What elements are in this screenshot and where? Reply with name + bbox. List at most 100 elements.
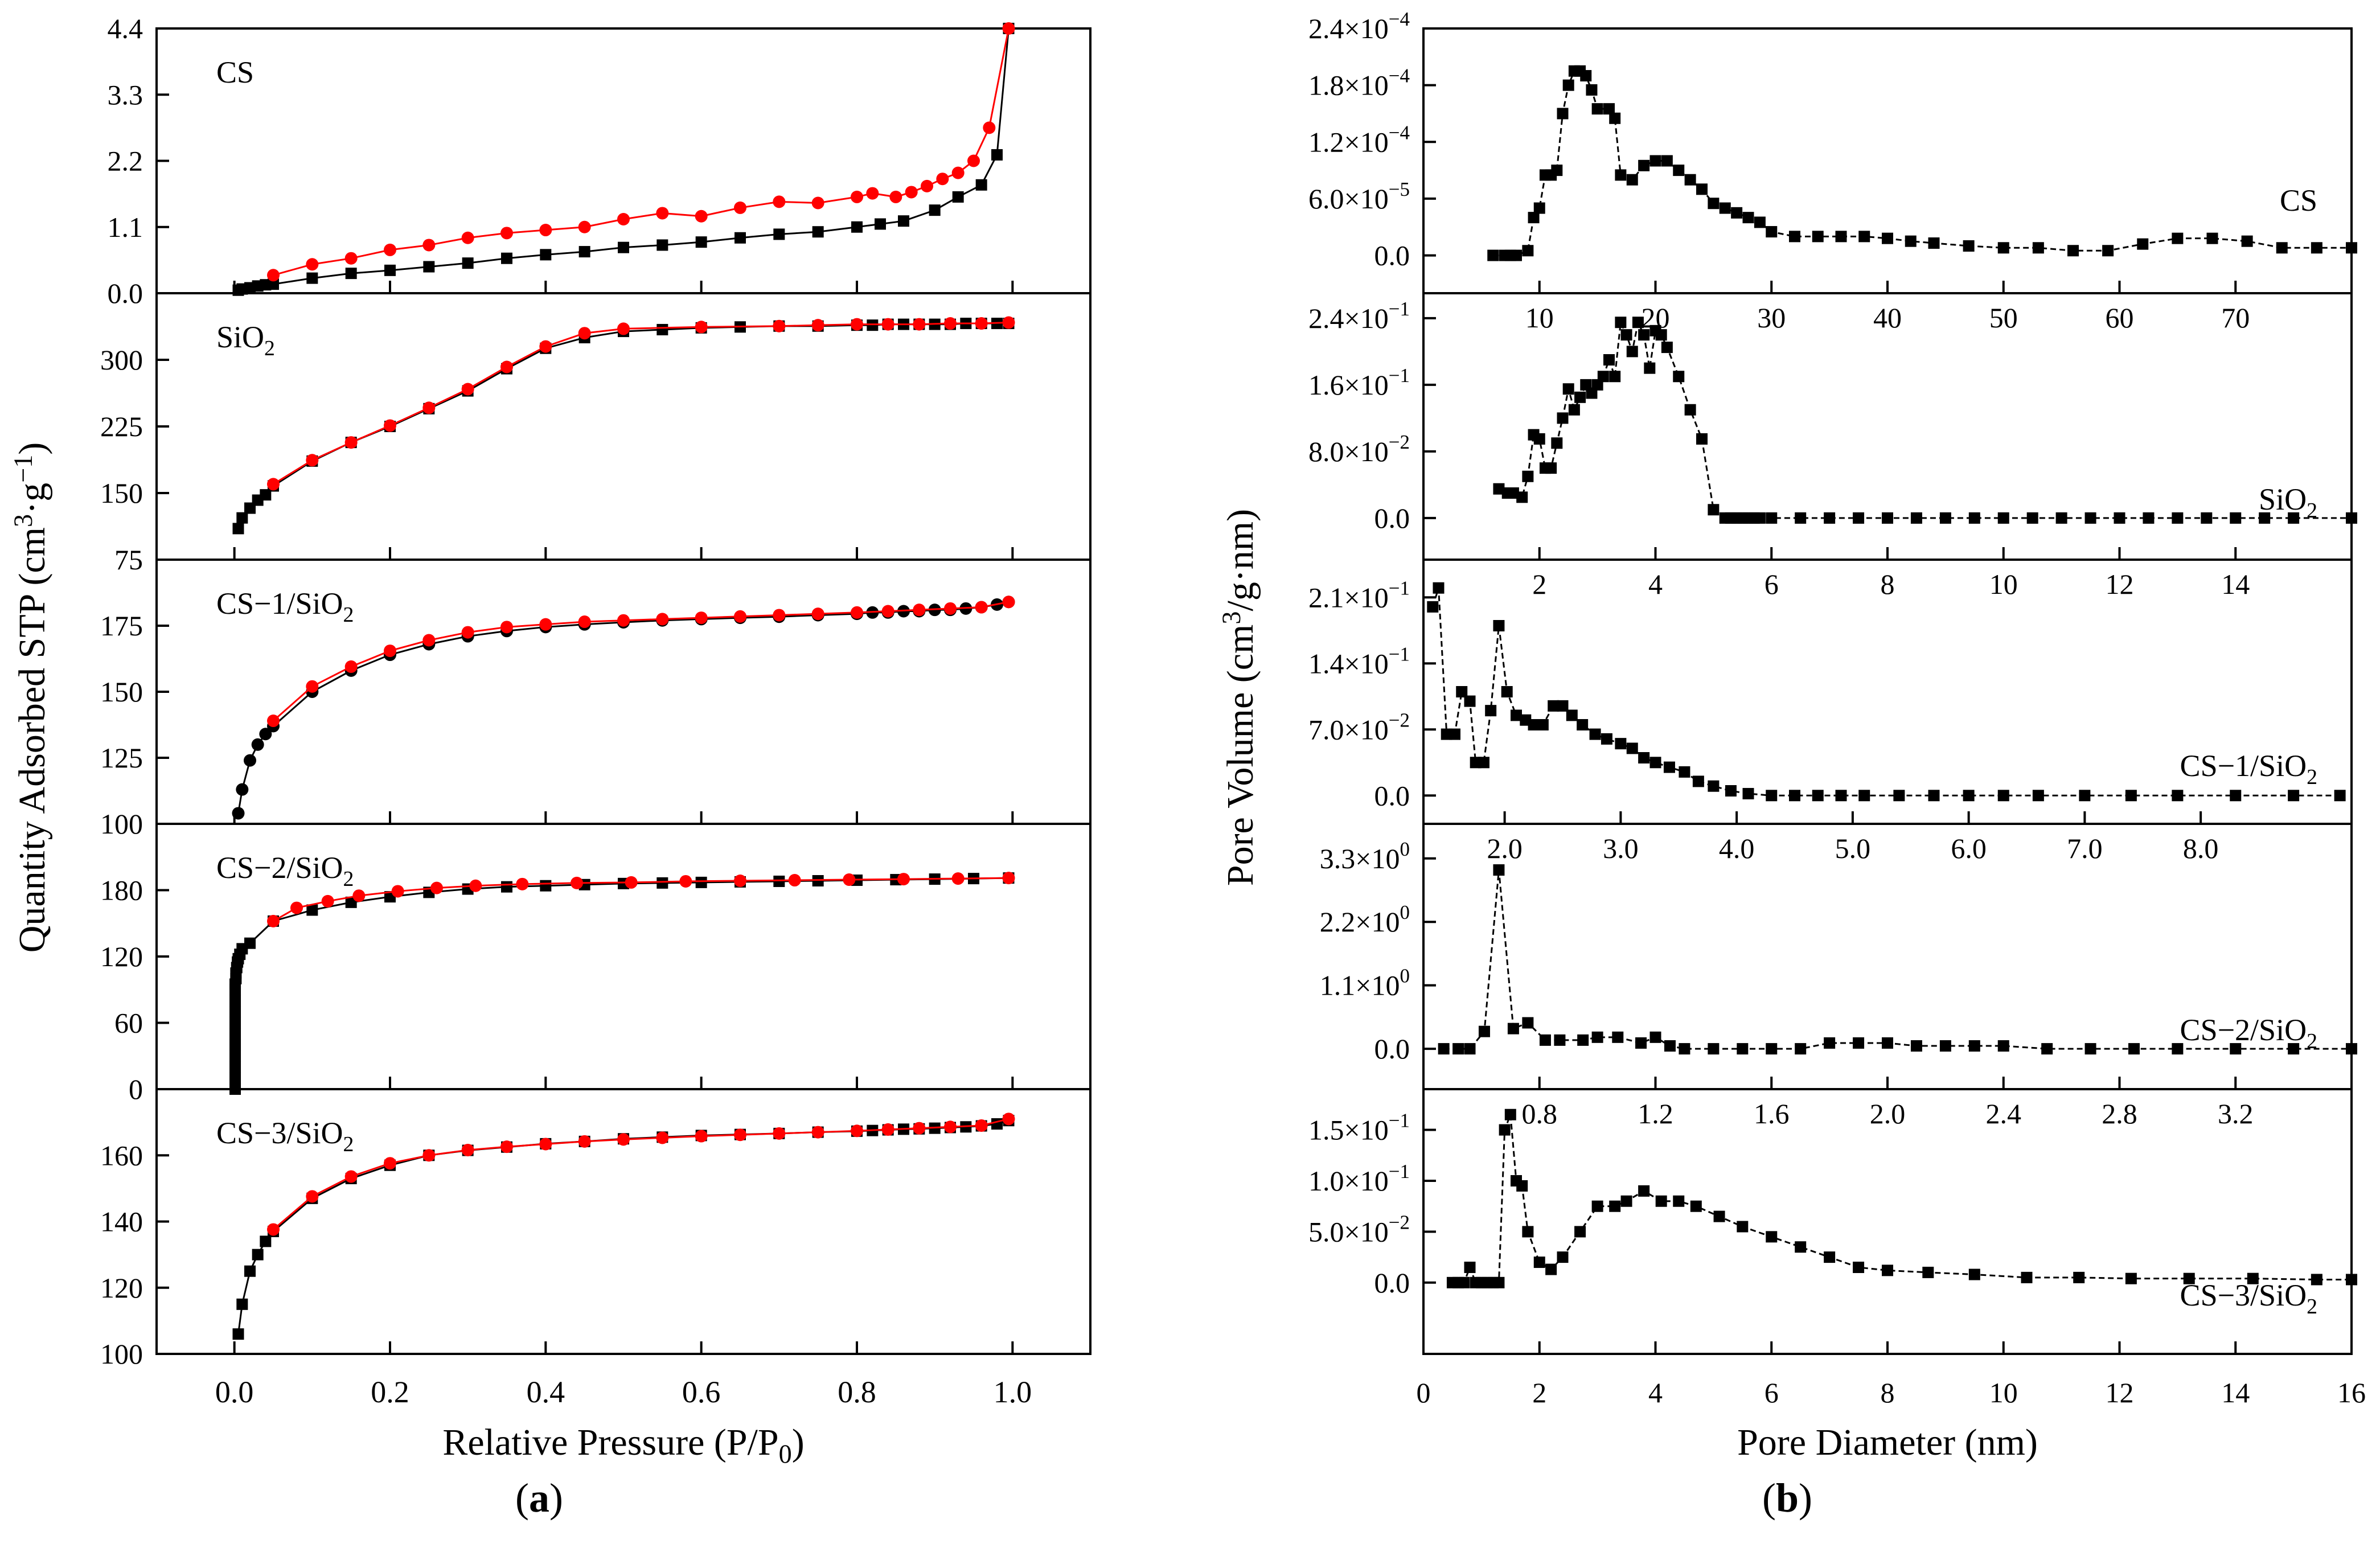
desorption-point [881, 1123, 894, 1136]
data-point [1997, 790, 2009, 802]
desorption-point [788, 874, 801, 887]
data-point [2073, 1271, 2085, 1283]
data-point [1493, 483, 1505, 495]
data-point [1858, 231, 1870, 243]
data-point [2084, 1043, 2096, 1055]
x-tick-label: 4 [1648, 568, 1663, 600]
desorption-point [625, 876, 638, 889]
data-point [2125, 1272, 2137, 1284]
y-tick-label: 140 [100, 1206, 143, 1238]
desorption-point [975, 317, 988, 330]
data-point [1557, 700, 1569, 712]
data-point [1910, 512, 1922, 524]
x-tick-label: 12 [2106, 1377, 2134, 1409]
data-point [1853, 512, 1865, 524]
data-point [1638, 159, 1650, 171]
data-point [1766, 1043, 1778, 1055]
data-point [1548, 700, 1560, 712]
data-point [1708, 504, 1720, 516]
x-tick-label: 2.8 [2102, 1098, 2137, 1130]
x-tick-label: 16 [2337, 1377, 2366, 1409]
adsorption-point [618, 241, 629, 253]
data-point [1655, 329, 1667, 341]
x-tick-label: 6 [1765, 1377, 1779, 1409]
data-point [1719, 202, 1731, 214]
adsorption-point [462, 257, 474, 269]
data-point [1522, 245, 1534, 257]
data-point [1795, 512, 1807, 524]
series-line [1493, 70, 2352, 257]
desorption-point [811, 319, 824, 332]
data-point [1485, 705, 1497, 717]
panel-b-label: (b) [1762, 1475, 1813, 1521]
x-tick-label: 10 [1989, 1377, 2018, 1409]
data-point [2241, 235, 2253, 247]
plot-frame [155, 27, 1091, 294]
data-point [1635, 1037, 1647, 1049]
desorption-point [913, 1122, 926, 1135]
adsorption-point [773, 228, 785, 240]
data-point [1853, 1261, 1865, 1273]
data-point [1626, 174, 1638, 186]
data-point [1835, 790, 1847, 802]
desorption-point [500, 360, 513, 373]
y-axis-title-b: Pore Volume (cm3/g·nm) [1217, 509, 1261, 886]
y-tick-label: 2.2 [108, 145, 143, 177]
y-tick-label: 1.8×10−4 [1308, 65, 1410, 101]
data-point [1464, 1043, 1476, 1055]
desorption-point [290, 901, 303, 914]
y-tick-label: 2.1×10−1 [1308, 577, 1410, 613]
subplot-label: SiO2 [216, 320, 275, 360]
data-point [1644, 362, 1656, 374]
series-line [1452, 1114, 2352, 1284]
data-point [1795, 1043, 1807, 1055]
adsorption-point [260, 1235, 272, 1247]
x-tick-label: 14 [2221, 1377, 2250, 1409]
x-tick-label: 0.8 [1522, 1098, 1558, 1130]
data-point [1882, 1265, 1893, 1276]
data-point [2032, 242, 2044, 254]
subplot-a-4: 0 60 120 180 CS−2/SiO2 [100, 823, 1091, 1105]
data-point [1603, 354, 1615, 366]
desorption-point [344, 436, 358, 449]
data-point [1427, 601, 1439, 613]
data-point [1580, 70, 1592, 82]
desorption-point [851, 606, 863, 619]
data-point [1812, 790, 1824, 802]
subplot-label: CS−2/SiO2 [2180, 1013, 2317, 1053]
desorption-point [811, 607, 824, 621]
desorption-point [306, 258, 319, 271]
data-point [1574, 1226, 1586, 1238]
data-point [1731, 207, 1743, 219]
data-point [2230, 1043, 2242, 1055]
data-point [1574, 391, 1586, 403]
data-point [2311, 1274, 2322, 1286]
data-point [1533, 433, 1545, 445]
desorption-point [516, 877, 529, 890]
data-point [1499, 1124, 1511, 1136]
desorption-point [578, 1135, 591, 1148]
data-point [1692, 775, 1704, 787]
data-point [1438, 1043, 1450, 1055]
data-point [1493, 1276, 1505, 1288]
data-point [2128, 1043, 2140, 1055]
data-point [2172, 232, 2184, 244]
data-point [1997, 1040, 2009, 1052]
subplot-label: CS−1/SiO2 [216, 586, 354, 627]
desorption-point [500, 227, 513, 240]
data-point [2172, 512, 2184, 524]
adsorption-line [234, 877, 1009, 1089]
desorption-point [321, 894, 334, 908]
data-point [1679, 1043, 1690, 1055]
x-tick-label: 8 [1881, 1377, 1895, 1409]
adsorption-point [229, 1072, 241, 1084]
y-tick-label: 120 [100, 1272, 143, 1304]
data-point [1522, 470, 1534, 482]
panel-a-isotherms: 0.0 1.1 2.2 3.3 4.4 CS 75 150 225 300 SiO2 100 125 15… [100, 13, 1091, 1409]
data-point [1533, 1257, 1545, 1268]
x-tick-label: 8 [1881, 568, 1895, 600]
data-point [1905, 235, 1917, 247]
data-point [1493, 864, 1505, 876]
adsorption-point [236, 512, 248, 524]
desorption-point [617, 322, 630, 335]
